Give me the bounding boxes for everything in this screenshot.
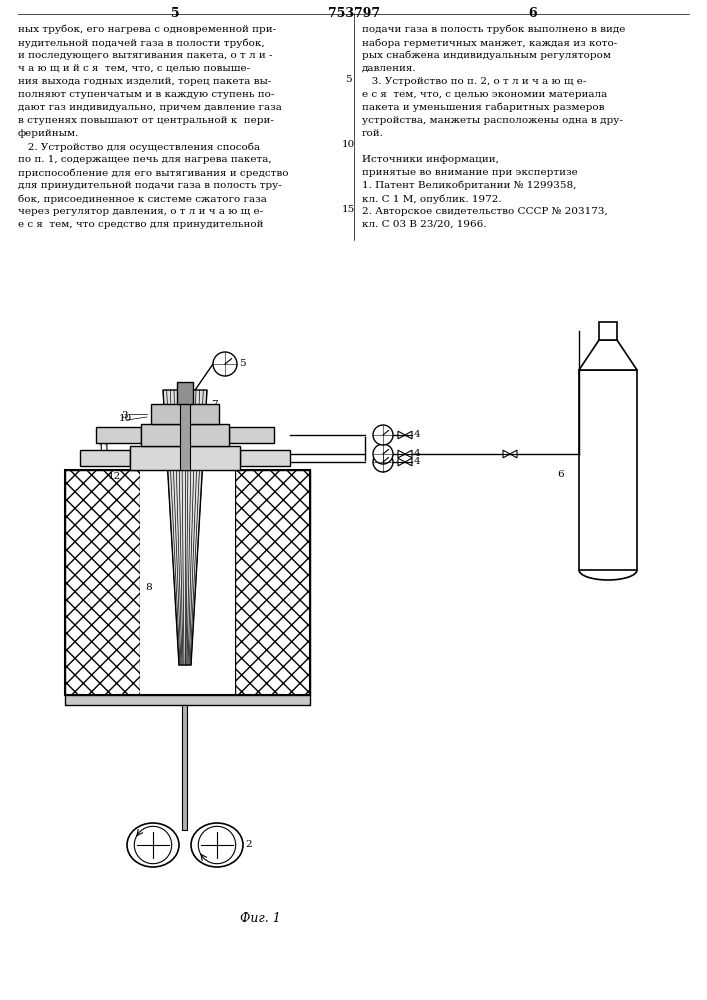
Bar	[80, 450, 130, 466]
Text: принятые во внимание при экспертизе: принятые во внимание при экспертизе	[362, 168, 578, 177]
Polygon shape	[503, 450, 510, 458]
Text: давления.: давления.	[362, 64, 416, 73]
Text: через регулятор давления, о т л и ч а ю щ е-: через регулятор давления, о т л и ч а ю …	[18, 207, 263, 216]
Text: 15: 15	[341, 205, 355, 214]
Text: по п. 1, содержащее печь для нагрева пакета,: по п. 1, содержащее печь для нагрева пак…	[18, 155, 271, 164]
Text: 5: 5	[239, 359, 245, 368]
Text: 4: 4	[414, 457, 421, 466]
Bar	[229, 427, 274, 443]
Text: устройства, манжеты расположены одна в дру-: устройства, манжеты расположены одна в д…	[362, 116, 623, 125]
Text: полняют ступенчатым и в каждую ступень по-: полняют ступенчатым и в каждую ступень п…	[18, 90, 274, 99]
Text: подачи газа в полость трубок выполнено в виде: подачи газа в полость трубок выполнено в…	[362, 25, 626, 34]
Text: е с я  тем, что, с целью экономии материала: е с я тем, что, с целью экономии материа…	[362, 90, 607, 99]
Text: 5: 5	[345, 75, 351, 84]
Text: 2. Устройство для осуществления способа: 2. Устройство для осуществления способа	[18, 142, 260, 151]
Text: набора герметичных манжет, каждая из кото-: набора герметичных манжет, каждая из кот…	[362, 38, 617, 47]
Text: 9: 9	[171, 838, 177, 847]
Text: Источники информации,: Источники информации,	[362, 155, 499, 164]
Text: Фиг. 1: Фиг. 1	[240, 912, 281, 925]
Circle shape	[373, 425, 393, 445]
Bar	[177, 382, 193, 404]
Text: рых снабжена индивидуальным регулятором: рых снабжена индивидуальным регулятором	[362, 51, 611, 60]
Text: пакета и уменьшения габаритных размеров: пакета и уменьшения габаритных размеров	[362, 103, 604, 112]
Text: 10: 10	[119, 414, 132, 423]
Ellipse shape	[191, 823, 243, 867]
Text: 7: 7	[211, 400, 218, 409]
Bar	[130, 446, 240, 470]
Text: е с я  тем, что средство для принудительной: е с я тем, что средство для принудительн…	[18, 220, 264, 229]
Polygon shape	[405, 431, 412, 439]
Text: 3: 3	[111, 432, 117, 441]
Text: кл. С 03 В 23/20, 1966.: кл. С 03 В 23/20, 1966.	[362, 220, 486, 229]
Text: 4: 4	[414, 449, 421, 458]
Text: 10: 10	[341, 140, 355, 149]
Text: и последующего вытягивания пакета, о т л и -: и последующего вытягивания пакета, о т л…	[18, 51, 272, 60]
Text: в ступенях повышают от центральной к  пери-: в ступенях повышают от центральной к пер…	[18, 116, 274, 125]
Text: 11: 11	[98, 444, 111, 453]
Text: 3. Устройство по п. 2, о т л и ч а ю щ е-: 3. Устройство по п. 2, о т л и ч а ю щ е…	[362, 77, 586, 86]
Polygon shape	[398, 450, 405, 458]
Text: 8: 8	[145, 582, 151, 591]
Text: ферийным.: ферийным.	[18, 129, 79, 138]
Polygon shape	[398, 431, 405, 439]
Text: ния выхода годных изделий, торец пакета вы-: ния выхода годных изделий, торец пакета …	[18, 77, 271, 86]
Text: 12: 12	[108, 472, 121, 481]
Bar	[151, 404, 219, 424]
Bar	[65, 470, 310, 695]
Text: 753797: 753797	[328, 7, 380, 20]
Text: ных трубок, его нагрева с одновременной при-: ных трубок, его нагрева с одновременной …	[18, 25, 276, 34]
Text: нудительной подачей газа в полости трубок,: нудительной подачей газа в полости трубо…	[18, 38, 264, 47]
Text: гой.: гой.	[362, 129, 384, 138]
Text: 6: 6	[557, 470, 563, 479]
Text: для принудительной подачи газа в полость тру-: для принудительной подачи газа в полость…	[18, 181, 282, 190]
Bar	[240, 450, 290, 466]
Bar	[140, 470, 235, 695]
Bar	[235, 470, 310, 695]
Text: приспособление для его вытягивания и средство: приспособление для его вытягивания и сре…	[18, 168, 288, 178]
Ellipse shape	[127, 823, 179, 867]
Bar	[579, 370, 637, 570]
Bar	[96, 427, 141, 443]
Polygon shape	[398, 458, 405, 466]
Circle shape	[373, 452, 393, 472]
Text: кл. С 1 М, опублик. 1972.: кл. С 1 М, опублик. 1972.	[362, 194, 502, 204]
Bar	[65, 695, 310, 705]
Text: 1: 1	[302, 697, 309, 706]
Text: бок, присоединенное к системе сжатого газа: бок, присоединенное к системе сжатого га…	[18, 194, 267, 204]
Bar	[599, 322, 617, 340]
Polygon shape	[579, 340, 637, 370]
Text: 2. Авторское свидетельство СССР № 203173,: 2. Авторское свидетельство СССР № 203173…	[362, 207, 608, 216]
Bar	[141, 424, 229, 446]
Bar	[182, 705, 187, 830]
Bar	[65, 470, 140, 695]
Polygon shape	[510, 450, 517, 458]
Circle shape	[373, 444, 393, 464]
Text: 1. Патент Великобритании № 1299358,: 1. Патент Великобритании № 1299358,	[362, 181, 576, 190]
Text: 3: 3	[100, 455, 107, 464]
Text: 2: 2	[245, 840, 252, 849]
Polygon shape	[163, 390, 207, 665]
Polygon shape	[405, 450, 412, 458]
Circle shape	[213, 352, 237, 376]
Polygon shape	[405, 458, 412, 466]
Text: 4: 4	[414, 430, 421, 439]
Text: 3: 3	[121, 411, 128, 420]
Text: 6: 6	[529, 7, 537, 20]
Text: ч а ю щ и й с я  тем, что, с целью повыше-: ч а ю щ и й с я тем, что, с целью повыше…	[18, 64, 250, 73]
Bar	[180, 386, 190, 470]
Text: 5: 5	[170, 7, 180, 20]
Text: дают газ индивидуально, причем давление газа: дают газ индивидуально, причем давление …	[18, 103, 282, 112]
